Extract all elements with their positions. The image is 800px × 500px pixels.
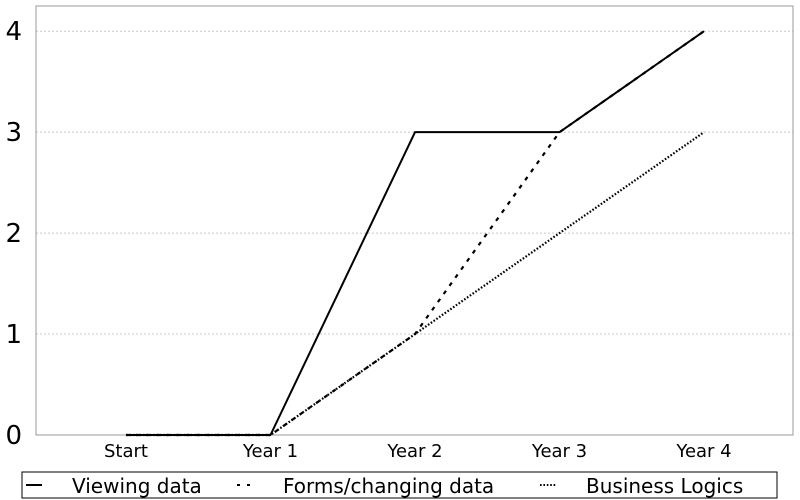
y-tick-label: 4 [5, 17, 22, 47]
plot-frame [35, 5, 794, 436]
y-tick-label: 2 [5, 219, 22, 249]
series-lines [126, 30, 705, 437]
x-tick-label: Year 2 [386, 441, 442, 462]
x-tick-label: Year 3 [531, 441, 587, 462]
x-tick-label: Year 1 [242, 441, 298, 462]
x-tick-label: Year 4 [675, 441, 731, 462]
y-axis-tick-labels: 0 1 2 3 4 [5, 17, 22, 451]
y-tick-label: 3 [5, 118, 22, 148]
legend-label-1: Viewing data [72, 474, 202, 498]
grid-lines [36, 30, 793, 335]
x-tick-label: Start [104, 441, 148, 462]
legend-label-2: Forms/changing data [283, 474, 494, 498]
legend: Viewing data Forms/changing data Business … [21, 471, 778, 499]
legend-label-3: Business Logics [586, 474, 743, 498]
series-line-3 [126, 131, 705, 437]
legend-box [21, 471, 778, 499]
y-tick-label: 1 [5, 320, 22, 350]
x-axis-tick-labels: Start Year 1 Year 2 Year 3 Year 4 [104, 441, 732, 462]
y-tick-label: 0 [5, 421, 22, 451]
